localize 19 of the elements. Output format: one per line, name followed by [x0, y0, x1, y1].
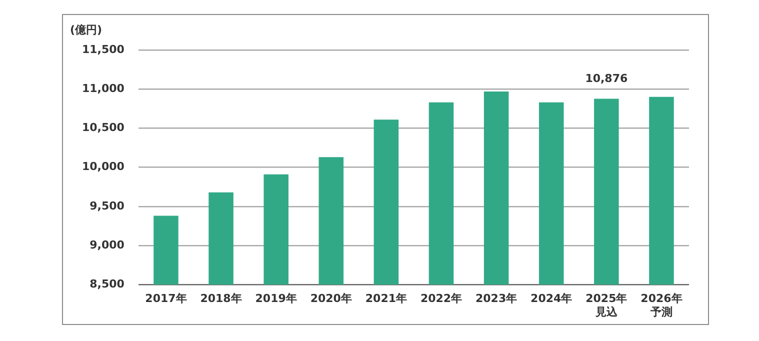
- data-label: 10,876: [585, 72, 628, 86]
- y-tick-label: 9,000: [90, 238, 125, 252]
- y-axis-title: (億円): [70, 23, 102, 36]
- x-tick-label: 2017年: [145, 292, 187, 306]
- y-tick-label: 11,000: [82, 82, 125, 95]
- y-tick-label: 10,500: [82, 121, 125, 134]
- x-tick-label: 2020年: [310, 292, 352, 306]
- y-tick-label: 8,500: [90, 277, 125, 290]
- x-tick-label: 2024年: [530, 292, 572, 306]
- x-tick-label: 2022年: [420, 292, 462, 306]
- x-tick-label: 2019年: [255, 292, 297, 306]
- y-tick-label: 11,500: [82, 42, 125, 56]
- x-tick-label: 2018年: [200, 292, 242, 306]
- x-tick-label: 2025年見込: [586, 292, 628, 318]
- y-tick-label: 10,000: [82, 160, 125, 174]
- y-tick-label: 9,500: [90, 199, 125, 212]
- x-tick-label: 2026年予測: [640, 292, 682, 318]
- x-tick-label: 2021年: [365, 292, 408, 306]
- x-tick-label: 2023年: [475, 292, 518, 306]
